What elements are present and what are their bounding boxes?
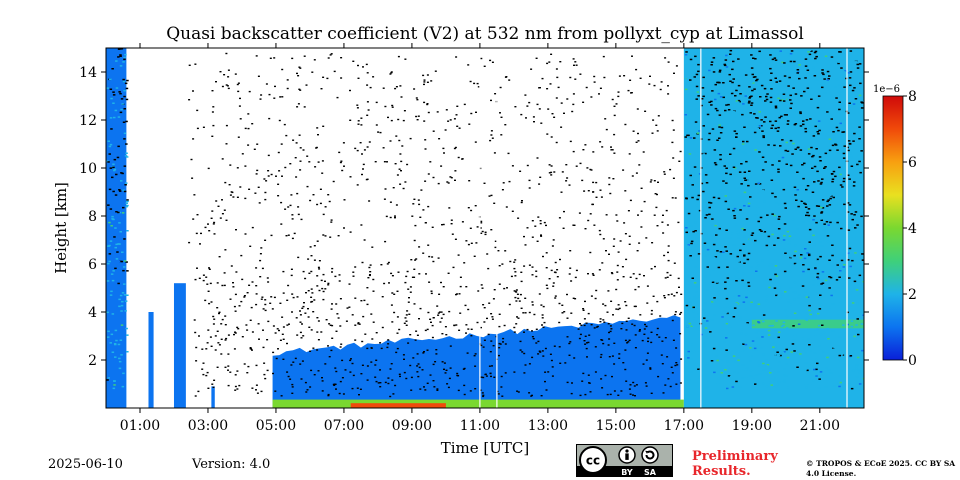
y-tick-label: 10 — [79, 161, 97, 177]
layer-boundary-layer-day — [272, 315, 681, 408]
colorbar-tick-label: 0 — [908, 353, 917, 369]
footer-version: Version: 4.0 — [192, 457, 271, 472]
layer-evening-aerosol-layer-band — [751, 319, 864, 329]
layer-profile-3-15 — [211, 386, 215, 408]
vertical-gap-lines — [479, 48, 848, 408]
y-axis-label: Height [km] — [52, 182, 70, 274]
layer-surface-layer-day — [272, 399, 684, 408]
y-tick-label: 2 — [88, 353, 97, 369]
colorbar-tick-label: 6 — [908, 155, 917, 171]
footer-date: 2025-06-10 — [48, 457, 123, 472]
cc-license-badge[interactable]: cc BY SA — [576, 444, 673, 477]
sa-label: SA — [644, 468, 657, 477]
x-tick-label: 07:00 — [324, 418, 364, 434]
plot-frame — [105, 47, 865, 409]
x-tick-label: 05:00 — [256, 418, 296, 434]
x-tick-label: 19:00 — [732, 418, 772, 434]
x-tick-label: 01:00 — [120, 418, 160, 434]
layer-profile-3-15-area — [211, 386, 215, 408]
colorbar-tick-label: 2 — [908, 287, 917, 303]
heatmap-texture — [106, 48, 864, 390]
colorbar-gradient — [882, 95, 904, 361]
colorbar-tick-label: 8 — [908, 89, 917, 105]
y-tick-label: 12 — [79, 113, 97, 129]
layer-surface-layer-peak — [350, 403, 446, 408]
colorbar-exponent-label: 1e−6 — [873, 84, 900, 95]
heatmap-plot-area — [106, 48, 864, 408]
layer-surface-layer-day-area — [272, 399, 684, 408]
share-alike-icon — [641, 446, 659, 464]
copyright-notice: © TROPOS & ECoE 2025. CC BY SA 4.0 Licen… — [806, 459, 956, 478]
cc-icon — [579, 446, 607, 474]
y-tick-label: 6 — [88, 257, 97, 273]
y-tick-label: 4 — [88, 305, 97, 321]
x-tick-label: 09:00 — [392, 418, 432, 434]
layer-profile-1-45 — [148, 312, 154, 408]
layer-profile-1-45-area — [148, 312, 154, 408]
preliminary-results-note: Preliminary Results. — [692, 449, 778, 479]
x-tick-label: 15:00 — [596, 418, 636, 434]
colorbar-tick-label: 4 — [908, 221, 917, 237]
layer-surface-layer-peak-area — [350, 403, 446, 408]
heatmap-noise — [188, 52, 683, 398]
y-tick-label: 8 — [88, 209, 97, 225]
colorbar: 1e−6 0 2 4 6 8 — [873, 84, 917, 369]
x-tick-label: 03:00 — [188, 418, 228, 434]
x-axis: 01:00 03:00 05:00 07:00 09:00 11:00 13:00 15:00… — [120, 43, 840, 434]
x-tick-label: 11:00 — [460, 418, 500, 434]
x-tick-label: 17:00 — [664, 418, 704, 434]
y-axis: 2 4 6 8 10 12 14 — [79, 65, 869, 369]
y-tick-label: 14 — [79, 65, 97, 81]
x-tick-label: 13:00 — [528, 418, 568, 434]
layer-profile-2-10 — [173, 283, 186, 408]
colorbar-ticks: 0 2 4 6 8 — [903, 89, 917, 369]
cc-text: cc — [586, 454, 600, 468]
x-axis-label: Time [UTC] — [441, 439, 530, 457]
by-label: BY — [621, 468, 633, 477]
layer-boundary-layer-day-area — [272, 315, 681, 408]
layer-evening-aerosol-layer — [751, 319, 864, 329]
x-tick-label: 21:00 — [800, 418, 840, 434]
layer-profile-2-10-area — [173, 283, 186, 408]
chart-title: Quasi backscatter coefficient (V2) at 53… — [166, 24, 804, 44]
